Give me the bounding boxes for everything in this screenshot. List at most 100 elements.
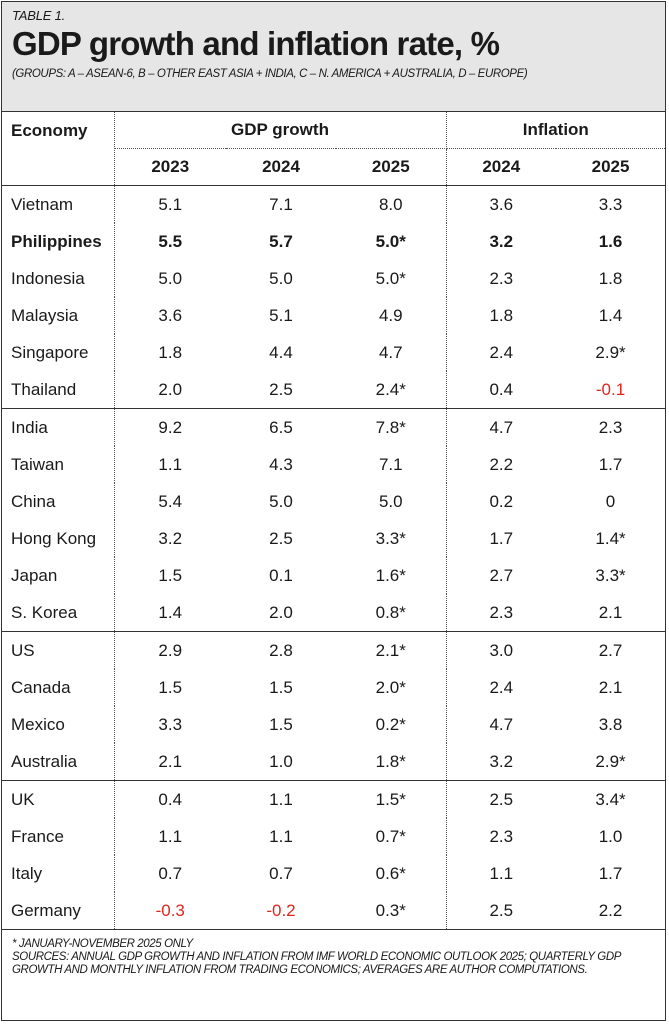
value-cell: 5.1 [269,305,293,325]
value-cell: 2.5 [446,780,557,818]
data-row: Mexico 3.3 1.5 0.2* 4.7 3.8 [2,706,665,743]
data-row: Japan 1.5 0.1 1.6* 2.7 3.3* [2,557,665,594]
value-cell: 3.0 [446,631,557,669]
data-row: India 9.2 6.5 7.8* 4.7 2.3 [2,408,665,446]
value-cell: 7.1 [336,446,447,483]
footnote: * JANUARY-NOVEMBER 2025 ONLY [12,938,193,950]
value-cell: 4.3 [269,454,293,474]
value-cell: 2.3 [489,602,514,622]
value-cell: 2.3 [489,268,514,288]
value-cell: 1.1 [226,780,336,818]
year-header: 2024 [262,157,300,176]
value-cell: 0.7 [269,863,293,883]
value-cell: 0.8* [336,594,447,632]
value-cell: 1.7 [598,454,623,474]
value-cell: 5.4 [158,491,183,511]
column-group-header: GDP growth [114,112,447,149]
value-cell: 4.9 [336,297,447,334]
value-cell: 4.7 [489,714,514,734]
data-row: Australia 2.1 1.0 1.8* 3.2 2.9* [2,743,665,781]
value-cell: 2.2 [598,900,623,920]
value-cell: 0.2 [489,491,514,511]
value-cell: 5.0 [158,268,183,288]
economy-name: Mexico [2,706,115,743]
economy-name: Canada [2,669,115,706]
sources: SOURCES: ANNUAL GDP GROWTH AND INFLATION… [12,951,621,976]
value-cell: 5.1 [114,185,226,223]
value-cell: 2.5 [269,379,293,399]
value-cell: 1.1 [158,454,183,474]
value-cell: 7.1 [226,185,336,223]
value-cell: 0.4 [489,379,514,399]
value-cell: 0.7* [336,818,447,855]
economy-name: Singapore [2,334,115,371]
value-cell: 1.8 [489,305,514,325]
value-cell: -0.1 [595,379,626,399]
data-table: Economy GDP growth Inflation 2023 2024 2025 20… [2,112,665,929]
value-cell: 5.0 [269,491,293,511]
value-cell: 2.0 [158,379,183,399]
economy-name: Hong Kong [2,520,115,557]
economy-name: China [2,483,115,520]
value-cell: 3.8 [598,714,623,734]
value-cell: 4.7 [336,334,447,371]
value-cell: 2.3 [556,408,665,446]
value-cell: 2.7 [556,631,665,669]
value-cell: 0.3* [336,892,447,929]
year-header: 2025 [336,148,447,186]
value-cell: 2.5 [269,528,293,548]
value-cell: 1.8 [598,268,623,288]
data-row: Philippines 5.5 5.7 5.0* 3.2 1.6 [2,223,665,260]
value-cell: 2.4* [336,371,447,409]
value-cell: 5.7 [269,231,293,251]
header: TABLE 1. GDP growth and inflation rate, … [2,2,665,112]
data-row: Indonesia 5.0 5.0 5.0* 2.3 1.8 [2,260,665,297]
value-cell: 0 [605,491,616,511]
table-label: TABLE 1. [12,8,66,23]
economy-name: Taiwan [2,446,115,483]
value-cell: 3.3* [595,565,626,585]
value-cell: 0.6* [336,855,447,892]
data-row: Hong Kong 3.2 2.5 3.3* 1.7 1.4* [2,520,665,557]
value-cell: 2.9* [595,342,626,362]
year-header: 2023 [151,157,190,176]
value-cell: 3.3* [336,520,447,557]
value-cell: 2.1 [598,602,623,622]
economy-name: Italy [2,855,115,892]
value-cell: 2.7 [489,565,514,585]
title: GDP growth and inflation rate, % [12,25,500,62]
value-cell: 5.0* [336,223,447,260]
value-cell: 3.3 [556,185,665,223]
value-cell: 0.7 [158,863,183,883]
economy-name: Australia [2,743,115,781]
value-cell: 2.3 [489,826,514,846]
value-cell: 3.2 [158,528,183,548]
economy-name: UK [2,780,115,818]
value-cell: 2.8 [226,631,336,669]
economy-name: S. Korea [2,594,115,632]
value-cell: 3.4* [556,780,665,818]
value-cell: 6.5 [226,408,336,446]
value-cell: 0.1 [269,565,293,585]
value-cell: 1.7 [489,528,514,548]
economy-name: Thailand [2,371,115,409]
value-cell: 1.4 [598,305,623,325]
value-cell: 1.5* [336,780,447,818]
data-row: Malaysia 3.6 5.1 4.9 1.8 1.4 [2,297,665,334]
value-cell: 1.8* [336,743,447,781]
value-cell: 1.7 [598,863,623,883]
value-cell: 2.4 [489,342,514,362]
value-cell: 1.1 [269,826,293,846]
value-cell: 0.2* [336,706,447,743]
data-row: US 2.9 2.8 2.1* 3.0 2.7 [2,631,665,669]
value-cell: 3.2 [489,231,514,251]
year-header: 2024 [482,157,521,176]
value-cell: 0.4 [114,780,226,818]
value-cell: 9.2 [114,408,226,446]
value-cell: 1.1 [489,863,514,883]
data-row: UK 0.4 1.1 1.5* 2.5 3.4* [2,780,665,818]
value-cell: 2.9 [114,631,226,669]
data-row: Singapore 1.8 4.4 4.7 2.4 2.9* [2,334,665,371]
value-cell: 3.2 [489,751,514,771]
